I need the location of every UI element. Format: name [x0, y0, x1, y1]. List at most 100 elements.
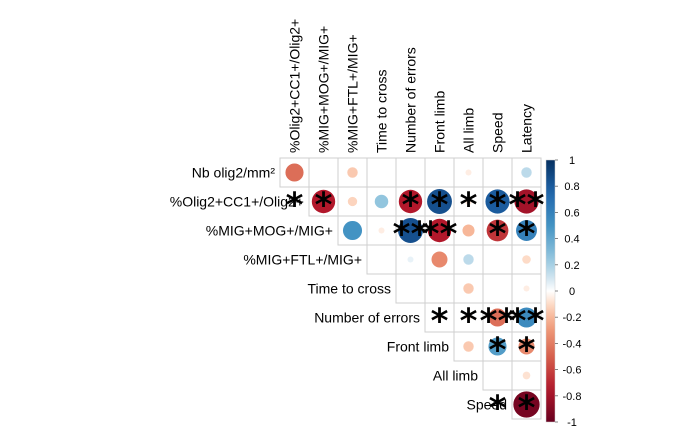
- colorbar-tick-label: -0.6: [563, 365, 582, 377]
- colorbar-tick-label: 0.4: [564, 234, 579, 246]
- significance-star: *: [489, 331, 507, 371]
- significance-star: *: [402, 186, 420, 226]
- correlation-circle: [378, 227, 385, 234]
- grid-cell: [424, 157, 455, 188]
- correlation-circle: [374, 194, 389, 209]
- correlation-circle: [522, 255, 531, 264]
- correlation-circle: [347, 167, 358, 178]
- colorbar-tick-label: -0.8: [563, 391, 582, 403]
- correlation-circle: [427, 218, 452, 243]
- correlation-circle: [465, 169, 472, 176]
- row-labels: Nb olig2/mm² %Olig2+CC1+/Olig2+ %MIG+MOG+/…: [170, 165, 507, 413]
- significance-star: *: [315, 186, 333, 226]
- column-label: Time to cross: [374, 70, 390, 154]
- colorbar-tick-label: -0.2: [563, 312, 582, 324]
- colorbar-tick-label: 1: [569, 155, 575, 167]
- colorbar: 1 0.8 0.6 0.4 0.2 0 -0.2 -0.4 -0.6 -0.8 -1: [545, 155, 582, 429]
- significance-star: *: [480, 302, 498, 342]
- correlation-circle: [522, 371, 531, 380]
- significance-star: *: [440, 215, 458, 255]
- significance-star: *: [431, 302, 449, 342]
- grid-layer: [279, 157, 542, 420]
- correlation-circle: [409, 171, 412, 174]
- column-label: Front limb: [432, 91, 448, 153]
- column-label: %MIG+MOG+/MIG+: [316, 26, 332, 153]
- grid-cell: [511, 389, 542, 420]
- correlation-circle: [516, 307, 537, 328]
- correlation-circle: [427, 189, 452, 214]
- row-label: Speed: [467, 397, 507, 413]
- significance-star: *: [460, 186, 478, 226]
- colorbar-tick-label: 0: [569, 286, 575, 298]
- significance-star: *: [489, 389, 507, 429]
- significance-star: *: [393, 215, 411, 255]
- row-label: %MIG+MOG+/MIG+: [206, 223, 333, 239]
- colorbar-tick-label: 0.2: [564, 260, 579, 272]
- star-layer: * * * * * * * ** ** * * ** * * ** ** ** *: [286, 186, 545, 429]
- correlation-circle: [514, 189, 539, 214]
- significance-star: *: [286, 186, 304, 226]
- significance-star: *: [489, 215, 507, 255]
- significance-star: *: [489, 186, 507, 226]
- correlation-circle: [462, 224, 475, 237]
- column-labels: %Olig2+CC1+/Olig2+ %MIG+MOG+/MIG+ %MIG+FTL…: [287, 19, 535, 153]
- significance-star: *: [460, 302, 478, 342]
- correlation-circle: [285, 163, 304, 182]
- correlation-circle: [518, 338, 535, 355]
- correlation-circle: [463, 341, 474, 352]
- significance-star: *: [518, 389, 536, 429]
- correlation-circle: [347, 196, 358, 207]
- correlation-circle: [513, 391, 540, 418]
- circle-layer: [285, 163, 540, 418]
- column-label: Speed: [490, 113, 506, 153]
- correlation-circle: [465, 314, 472, 321]
- significance-star: *: [422, 215, 440, 255]
- correlation-circle: [465, 198, 472, 205]
- row-label: %MIG+FTL+/MIG+: [243, 252, 362, 268]
- colorbar-tick-label: 0.6: [564, 207, 579, 219]
- grid-cell: [482, 273, 513, 304]
- colorbar-tick-label: -1: [567, 417, 577, 429]
- correlation-circle: [398, 218, 423, 243]
- significance-star: *: [509, 302, 527, 342]
- row-label: Time to cross: [308, 281, 392, 297]
- row-label: Front limb: [387, 339, 449, 355]
- correlation-circle: [409, 287, 412, 290]
- column-label: All limb: [461, 108, 477, 153]
- correlation-circle: [488, 308, 507, 327]
- correlation-circle: [516, 220, 537, 241]
- correlation-circle: [407, 256, 414, 263]
- colorbar-tick-label: 0.8: [564, 181, 579, 193]
- correlation-circle: [398, 189, 423, 214]
- row-label: All limb: [433, 368, 478, 384]
- grid-cell: [482, 157, 513, 188]
- correlation-circle: [486, 219, 509, 242]
- correlation-circle: [311, 189, 336, 214]
- correlation-circle: [463, 283, 474, 294]
- significance-star: *: [411, 215, 429, 255]
- grid-cell: [424, 273, 455, 304]
- correlation-circle: [431, 251, 448, 268]
- significance-star: *: [518, 331, 536, 371]
- significance-star: *: [527, 302, 545, 342]
- correlation-circle: [436, 314, 443, 321]
- correlation-circle: [523, 285, 530, 292]
- significance-star: *: [518, 215, 536, 255]
- significance-star: *: [527, 186, 545, 226]
- correlation-circle: [485, 189, 510, 214]
- significance-star: *: [509, 186, 527, 226]
- grid-cell: [366, 157, 397, 188]
- row-label: Nb olig2/mm²: [192, 165, 276, 181]
- significance-star: *: [431, 186, 449, 226]
- column-label: %MIG+FTL+/MIG+: [345, 34, 361, 153]
- column-label: Latency: [519, 104, 535, 153]
- correlation-circle: [463, 254, 474, 265]
- correlation-circle: [521, 167, 532, 178]
- colorbar-gradient: [545, 159, 556, 423]
- correlation-circle: [488, 337, 507, 356]
- grid-cell: [308, 157, 339, 188]
- row-label: Number of errors: [314, 310, 420, 326]
- column-label: %Olig2+CC1+/Olig2+: [287, 19, 303, 153]
- row-label: %Olig2+CC1+/Olig2+: [170, 194, 304, 210]
